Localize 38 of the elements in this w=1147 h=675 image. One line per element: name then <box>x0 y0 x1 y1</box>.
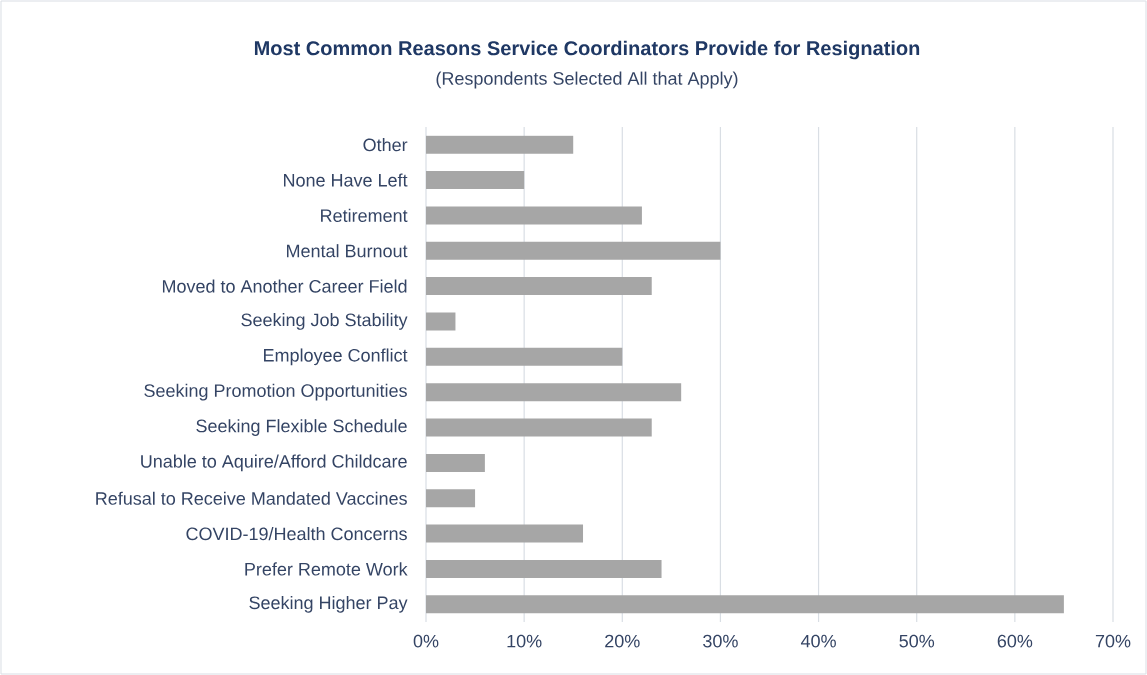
x-tick-label: 30% <box>703 634 738 648</box>
bar <box>426 418 652 437</box>
bar <box>426 383 682 402</box>
y-tick-label: Retirement <box>321 208 408 222</box>
bar <box>426 241 721 260</box>
y-tick-label: Seeking Higher Pay <box>249 595 408 613</box>
bar <box>426 277 652 296</box>
bar <box>426 595 1064 614</box>
x-tick-label: 10% <box>507 634 542 648</box>
y-tick-label: COVID-19/Health Concerns <box>186 526 407 541</box>
bar <box>426 489 476 508</box>
y-tick-label: Moved to Another Career Field <box>162 279 407 293</box>
y-tick-label: Seeking Promotion Opportunities <box>144 383 407 401</box>
y-tick-label: Prefer Remote Work <box>245 562 408 576</box>
x-tick-label: 40% <box>800 634 836 648</box>
y-tick-label: Refusal to Receive Mandated Vaccines <box>96 491 407 505</box>
y-tick-label: Unable to Aquire/Afford Childcare <box>141 454 407 472</box>
y-tick-label: Mental Burnout <box>287 244 408 258</box>
bar <box>426 453 485 472</box>
bar <box>426 559 662 578</box>
y-tick-label: Employee Conflict <box>264 348 408 366</box>
bar <box>426 135 574 154</box>
chart-title: Most Common Reasons Service Coordinators Provide for Resignation <box>254 40 920 60</box>
chart-subtitle: (Respondents Selected All that Apply) <box>436 71 738 89</box>
x-tick-label: 20% <box>605 634 640 648</box>
y-tick-label: Other <box>363 138 408 152</box>
bar <box>426 312 456 331</box>
bar <box>426 347 623 366</box>
y-tick-label: Seeking Job Stability <box>241 313 408 330</box>
x-tick-label: 60% <box>997 634 1033 648</box>
y-tick-label: None Have Left <box>284 173 408 187</box>
bar <box>426 171 525 190</box>
bar <box>426 206 642 225</box>
x-tick-label: 50% <box>899 634 935 648</box>
x-tick-label: 0% <box>413 634 439 648</box>
x-tick-label: 70% <box>1095 634 1131 648</box>
bar <box>426 524 584 543</box>
y-tick-label: Seeking Flexible Schedule <box>196 419 407 436</box>
